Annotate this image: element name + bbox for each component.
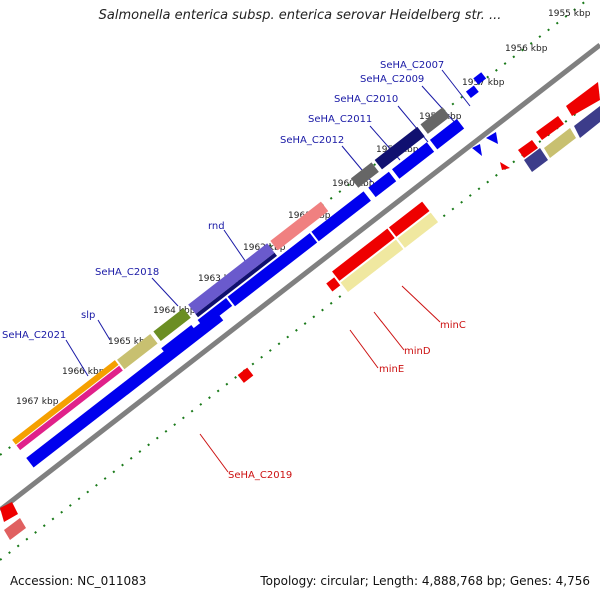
feature-track-lower xyxy=(237,201,439,383)
feature-red-small xyxy=(326,277,341,292)
tick-label-1963: 1963 kbp xyxy=(198,274,241,284)
feature-track-upper xyxy=(12,72,487,468)
tick-label-1966: 1966 kbp xyxy=(62,367,105,377)
feature-blue-c2007 xyxy=(473,72,487,85)
feature-navy-c2011 xyxy=(374,126,425,170)
feature-khaki-right xyxy=(544,128,576,158)
feature-pink-rnd xyxy=(270,201,329,251)
feature-blue-tri-2 xyxy=(486,132,498,144)
label-mind: minD xyxy=(404,346,431,357)
feature-blue-d xyxy=(227,233,318,307)
leader-seha-c2009 xyxy=(421,85,459,127)
accession-text: Accession: NC_011083 xyxy=(10,574,147,588)
leader-seha-c2018 xyxy=(151,277,179,307)
summary-text: Topology: circular; Length: 4,888,768 bp… xyxy=(260,574,590,588)
feature-slate-c2018 xyxy=(188,243,275,315)
feature-slate-right-1 xyxy=(524,148,548,172)
leader-seha-c2021 xyxy=(65,339,89,377)
feature-red-right-2 xyxy=(536,116,564,140)
leader-slp xyxy=(97,319,111,341)
feature-red-bl-1 xyxy=(0,502,18,522)
label-rnd: rnd xyxy=(208,221,225,232)
feature-blue-c xyxy=(197,297,233,328)
feature-lightyellow-mine xyxy=(340,239,404,292)
leader-seha-c2007 xyxy=(441,69,471,107)
feature-right-edge xyxy=(472,82,600,172)
genome-backbone xyxy=(0,43,600,512)
feature-lightyellow-mind xyxy=(397,212,439,248)
tick-label-1955: 1955 kbp xyxy=(548,9,591,19)
feature-red-right-1 xyxy=(518,140,538,158)
feature-slate-right-2 xyxy=(574,106,600,138)
feature-gray-c2012 xyxy=(350,162,379,188)
label-minc: minC xyxy=(440,320,466,331)
feature-khaki-c2021 xyxy=(117,334,158,370)
leader-mind xyxy=(373,311,405,351)
label-seha-c2009: SeHA_C2009 xyxy=(360,74,424,85)
feature-blue-h xyxy=(429,119,465,150)
feature-blue-e xyxy=(311,191,371,242)
leader-seha-c2019 xyxy=(199,433,229,473)
feature-blue-c2009 xyxy=(465,85,479,98)
label-seha-c2019: SeHA_C2019 xyxy=(228,470,292,481)
tick-label-1967: 1967 kbp xyxy=(16,397,59,407)
feature-red-right-3 xyxy=(566,82,600,116)
leader-mine xyxy=(349,329,379,369)
tick-label-1956: 1956 kbp xyxy=(505,44,548,54)
label-mine: minE xyxy=(379,364,404,375)
feature-red-mind xyxy=(388,201,430,237)
top-label-leaders xyxy=(65,69,471,377)
label-seha-c2018: SeHA_C2018 xyxy=(95,267,159,278)
leader-minc xyxy=(401,285,441,323)
tick-label-1957: 1957 kbp xyxy=(462,78,505,88)
feature-red-minc xyxy=(332,228,395,281)
label-seha-c2021: SeHA_C2021 xyxy=(2,330,66,341)
feature-pink-bl-2 xyxy=(4,518,26,540)
feature-magenta xyxy=(16,365,123,451)
label-seha-c2011: SeHA_C2011 xyxy=(308,114,372,125)
feature-red-tri xyxy=(500,162,510,170)
feature-orange xyxy=(12,360,119,445)
feature-gray-c2010 xyxy=(420,107,450,134)
feature-blue-g xyxy=(391,142,435,179)
label-seha-c2010: SeHA_C2010 xyxy=(334,94,398,105)
tick-label-1964: 1964 kbp xyxy=(153,306,196,316)
feature-navy-c2018 xyxy=(195,252,277,318)
bottom-label-leaders xyxy=(199,285,441,473)
feature-bottom-left xyxy=(0,502,26,540)
label-seha-c2012: SeHA_C2012 xyxy=(280,135,344,146)
map-title: Salmonella enterica subsp. enterica sero… xyxy=(98,8,502,23)
label-seha-c2007: SeHA_C2007 xyxy=(380,60,444,71)
tick-label-1960: 1960 kbp xyxy=(332,179,375,189)
feature-blue-b xyxy=(161,324,198,357)
label-slp: slp xyxy=(81,310,95,321)
tick-label-1965: 1965 kbp xyxy=(108,337,151,347)
feature-blue-tri-1 xyxy=(472,144,482,156)
feature-olive-slp xyxy=(153,308,191,342)
inner-tick-rail xyxy=(0,94,600,561)
feature-blue-f xyxy=(368,171,397,198)
feature-red-c2019 xyxy=(237,367,254,383)
